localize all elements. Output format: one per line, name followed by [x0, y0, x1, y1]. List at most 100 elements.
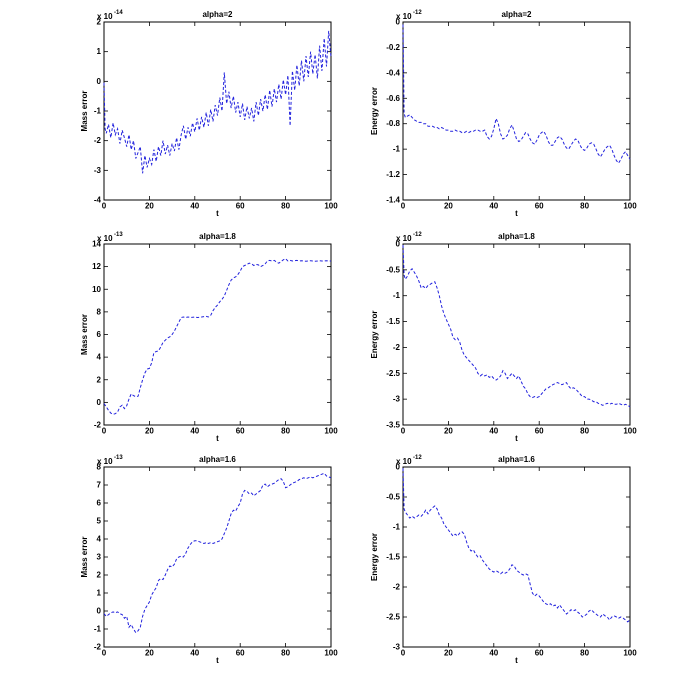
- x-tick-label: 80: [580, 427, 589, 436]
- y-tick-label: -2: [94, 136, 102, 145]
- x-tick-label: 100: [623, 202, 637, 211]
- chart-title: alpha=1.8: [199, 232, 236, 241]
- data-series: [402, 24, 631, 164]
- plot-box: [103, 243, 332, 426]
- x-tick-label: 40: [489, 649, 498, 658]
- y-tick-label: -0.5: [386, 265, 400, 274]
- x-tick-label: 60: [236, 427, 245, 436]
- x-tick-label: 100: [324, 427, 338, 436]
- x-tick-label: 20: [444, 649, 453, 658]
- y-tick-label: -0.6: [386, 94, 400, 103]
- data-series: [402, 244, 631, 408]
- y-tick-label: 2: [97, 375, 102, 384]
- x-tick-label: 0: [102, 202, 107, 211]
- y-axis-exponent-power: -12: [413, 232, 422, 238]
- x-tick-label: 80: [281, 427, 290, 436]
- y-axis-exponent: x 10: [97, 12, 113, 21]
- x-tick-label: 0: [401, 427, 406, 436]
- y-tick-label: 1: [97, 589, 102, 598]
- y-tick-label: -2: [94, 643, 102, 652]
- y-tick-label: 3: [97, 553, 102, 562]
- x-tick-label: 60: [535, 649, 544, 658]
- y-tick-label: 10: [92, 285, 101, 294]
- chart-title: alpha=1.8: [498, 232, 535, 241]
- chart-energy-error-alpha16: 0 20 40 60 80 100 0 -0.5 -1 -1.5 -2 -2.5 -3 alpha=1.6…: [370, 455, 637, 665]
- y-tick-label: 7: [97, 481, 102, 490]
- y-tick-label: -1.4: [386, 196, 400, 205]
- x-axis-label: t: [216, 656, 219, 665]
- x-tick-label: 40: [190, 427, 199, 436]
- x-tick-label: 80: [580, 202, 589, 211]
- y-tick-label: 2: [97, 18, 102, 27]
- y-tick-label: 0: [97, 77, 102, 86]
- plot-box: [402, 21, 631, 201]
- x-tick-label: 0: [102, 427, 107, 436]
- y-tick-label: -1: [393, 523, 401, 532]
- y-tick-label: 12: [92, 262, 101, 271]
- y-tick-label: -0.5: [386, 493, 400, 502]
- x-tick-label: 20: [444, 427, 453, 436]
- x-tick-label: 0: [102, 649, 107, 658]
- x-axis-label: t: [515, 434, 518, 443]
- x-axis-label: t: [515, 209, 518, 218]
- chart-title: alpha=1.6: [199, 455, 236, 464]
- data-series: [103, 258, 331, 415]
- y-axis-exponent: x 10: [396, 457, 412, 466]
- x-axis-label: t: [216, 209, 219, 218]
- x-tick-label: 20: [444, 202, 453, 211]
- y-tick-label: 0: [396, 463, 401, 472]
- y-axis-exponent: x 10: [97, 234, 113, 243]
- y-axis-label: Energy error: [370, 533, 379, 581]
- y-tick-label: -1: [393, 291, 401, 300]
- y-tick-label: -2: [393, 583, 401, 592]
- chart-energy-error-alpha2: 0 20 40 60 80 100 0 -0.2 -0.4 -0.6 -0.8 -1 -1.2 -1.4 a…: [370, 10, 637, 218]
- y-tick-label: -3: [393, 395, 401, 404]
- y-tick-label: 5: [97, 517, 102, 526]
- data-series: [402, 468, 631, 623]
- y-tick-label: -3: [94, 166, 102, 175]
- y-tick-label: -2.5: [386, 369, 400, 378]
- y-tick-label: -1.5: [386, 553, 400, 562]
- y-tick-label: 4: [97, 353, 102, 362]
- x-tick-label: 40: [489, 202, 498, 211]
- chart-title: alpha=2: [202, 10, 233, 19]
- y-axis-exponent: x 10: [396, 12, 412, 21]
- y-tick-label: -1.5: [386, 317, 400, 326]
- y-axis-label: Mass error: [80, 91, 89, 132]
- y-axis-exponent-power: -13: [114, 455, 123, 461]
- y-tick-label: -0.2: [386, 43, 400, 52]
- y-tick-label: 0: [97, 607, 102, 616]
- x-tick-label: 20: [145, 427, 154, 436]
- y-tick-label: -1: [94, 625, 102, 634]
- chart-title: alpha=2: [501, 10, 532, 19]
- y-axis-exponent: x 10: [396, 234, 412, 243]
- x-tick-label: 40: [190, 202, 199, 211]
- y-axis-exponent-power: -13: [114, 232, 123, 238]
- x-tick-label: 100: [623, 427, 637, 436]
- y-tick-label: -2: [94, 421, 102, 430]
- plot-box: [103, 21, 332, 201]
- data-series: [103, 472, 332, 634]
- chart-mass-error-alpha16: 0 20 40 60 80 100 8 7 6 5 4 3 2 1 0 -1 -2 alpha=1.6 x 10 -1…: [80, 455, 338, 665]
- x-tick-label: 40: [190, 649, 199, 658]
- y-tick-label: 6: [97, 499, 102, 508]
- y-tick-label: -1: [393, 145, 401, 154]
- y-tick-label: -3.5: [386, 421, 400, 430]
- x-tick-label: 0: [401, 649, 406, 658]
- y-axis-exponent-power: -12: [413, 455, 422, 461]
- x-tick-label: 20: [145, 649, 154, 658]
- x-tick-label: 100: [324, 649, 338, 658]
- y-axis-exponent-power: -14: [114, 10, 123, 16]
- x-axis-label: t: [515, 656, 518, 665]
- y-tick-label: 0: [97, 398, 102, 407]
- chart-mass-error-alpha2: 0 20 40 60 80 100 2 1 0 -1 -2 -3 -4 alpha=2 x 10 -14 Mas…: [80, 10, 338, 218]
- x-tick-label: 60: [535, 202, 544, 211]
- data-series: [103, 30, 332, 174]
- y-axis-label: Mass error: [80, 537, 89, 578]
- y-tick-label: 0: [396, 18, 401, 27]
- y-tick-label: -0.8: [386, 119, 400, 128]
- x-tick-label: 60: [535, 427, 544, 436]
